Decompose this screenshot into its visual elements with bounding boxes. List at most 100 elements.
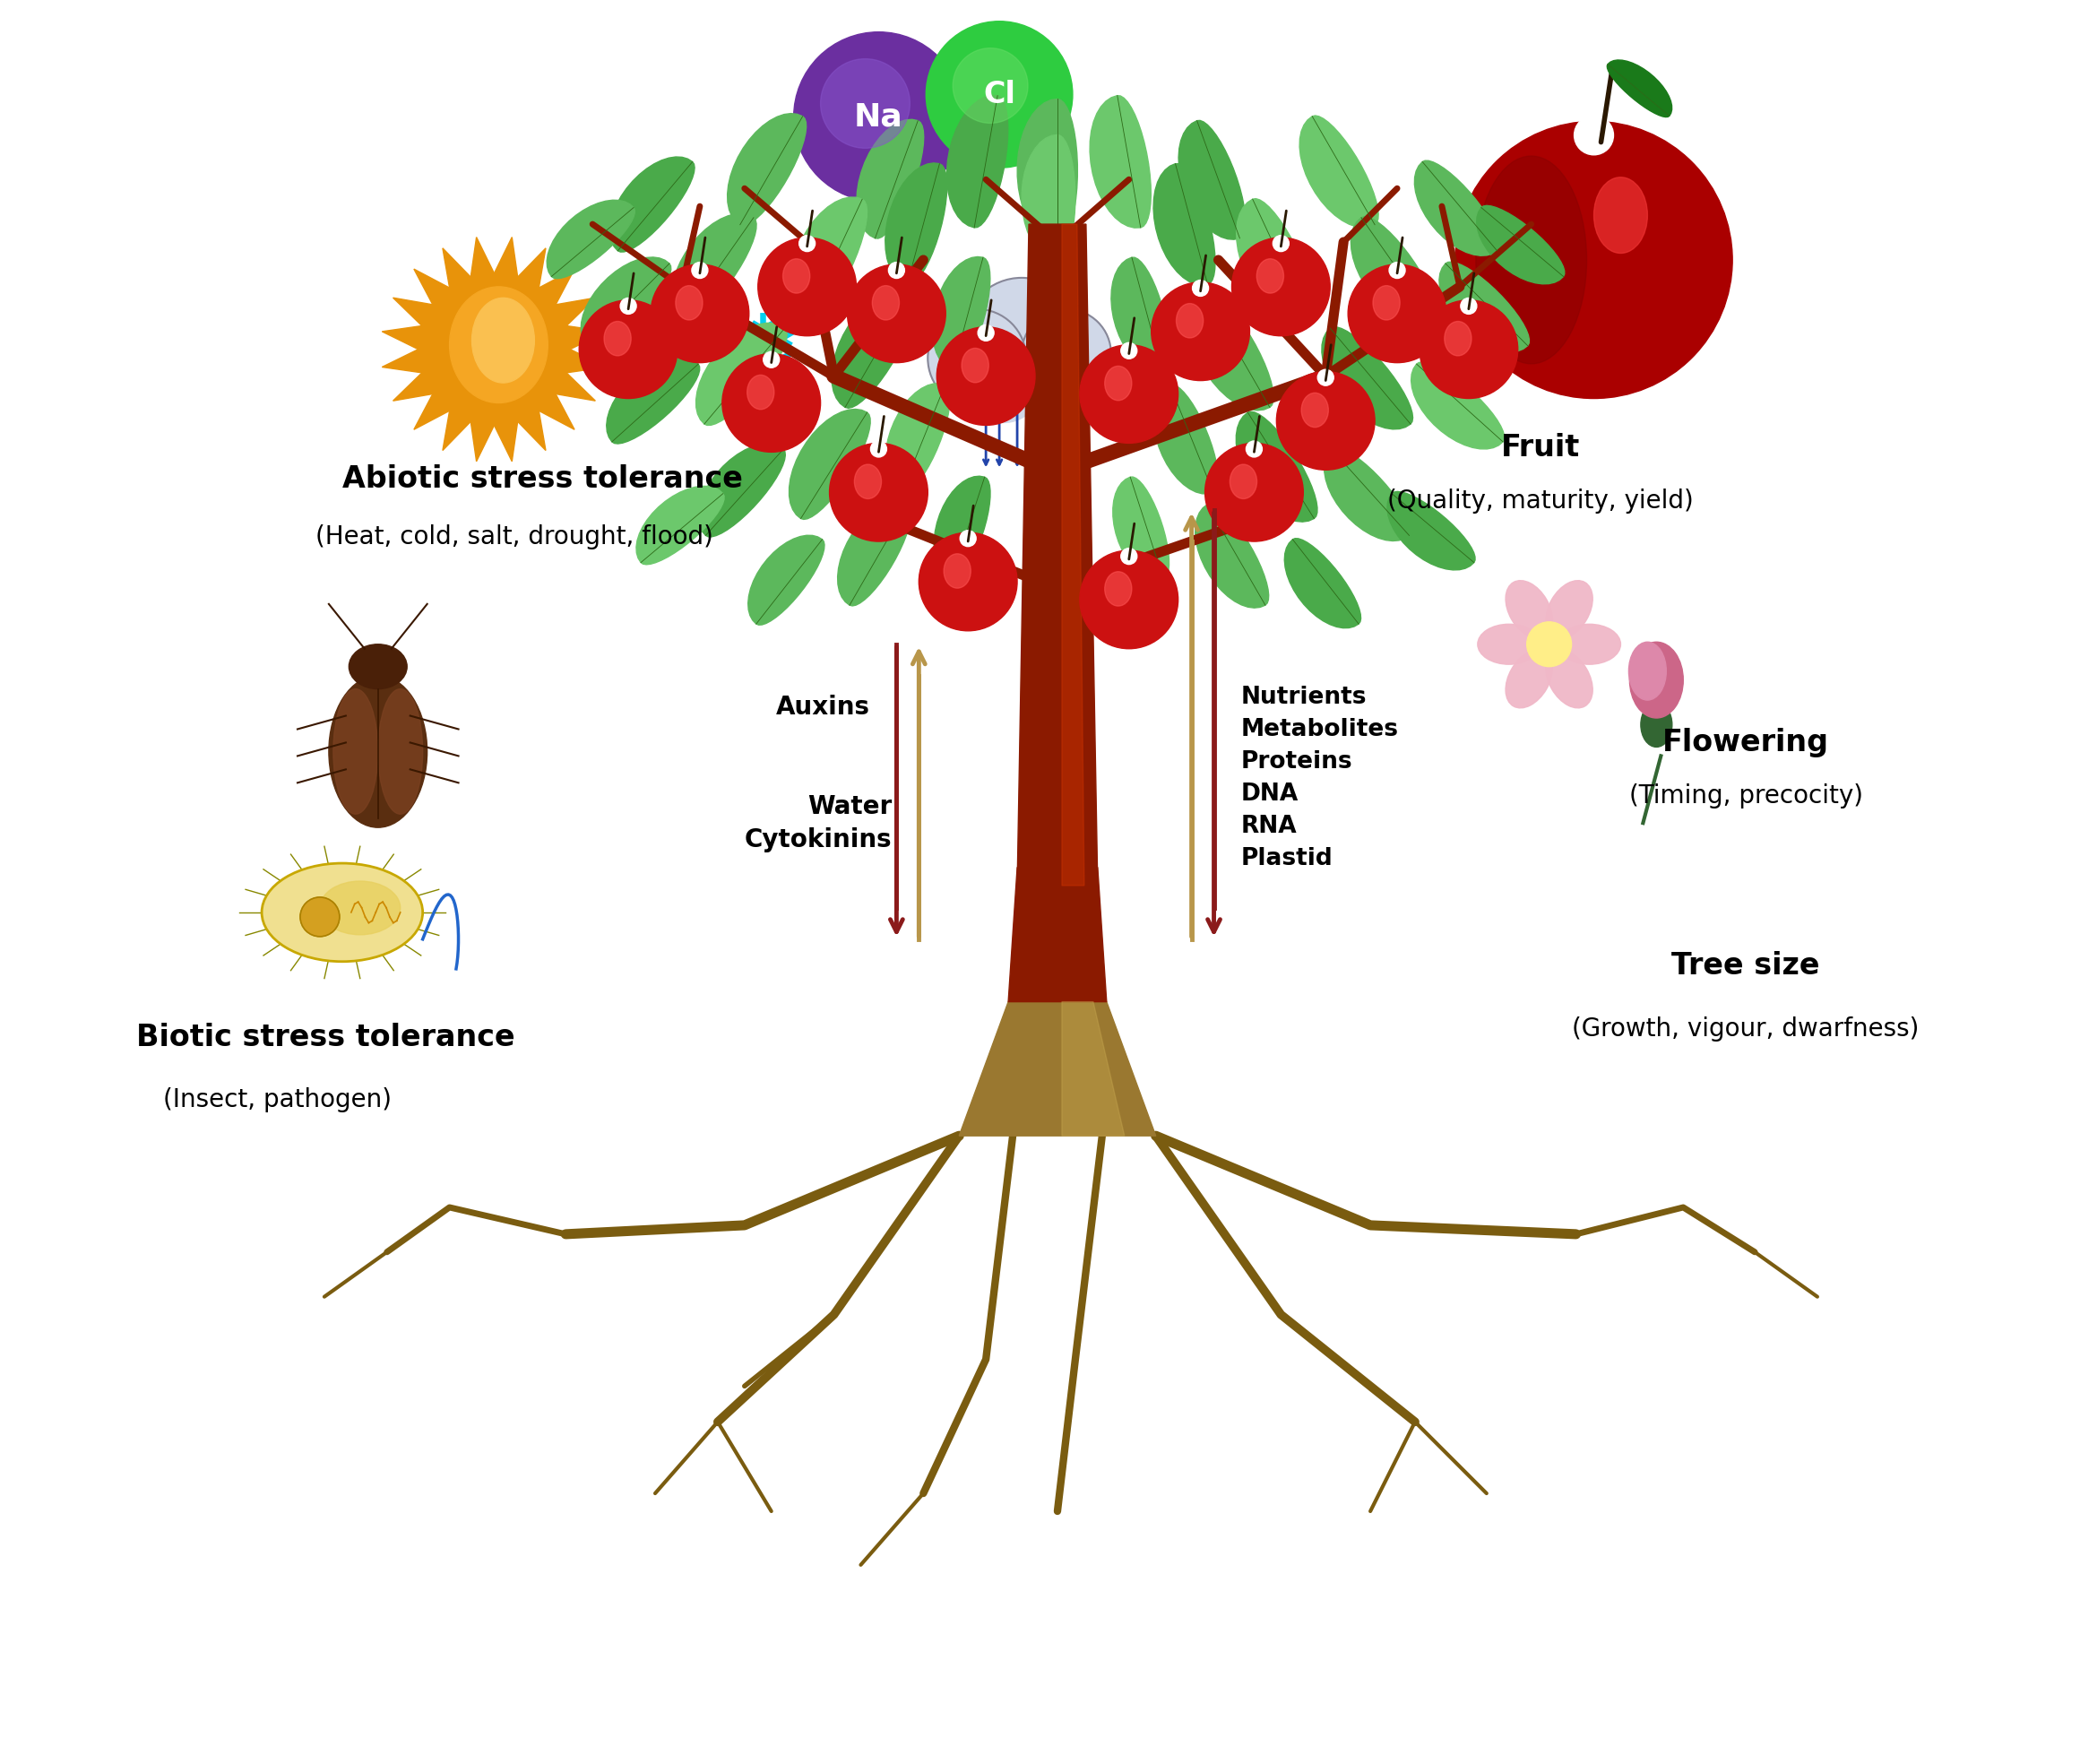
Text: (Quality, maturity, yield): (Quality, maturity, yield) (1387, 489, 1693, 513)
Circle shape (978, 325, 994, 340)
Circle shape (953, 48, 1028, 123)
Polygon shape (1111, 258, 1169, 370)
Text: Auxins: Auxins (776, 695, 869, 720)
Circle shape (963, 277, 1080, 393)
Circle shape (1273, 235, 1290, 252)
Circle shape (1021, 309, 1111, 399)
Text: Na: Na (855, 102, 903, 132)
Ellipse shape (1558, 624, 1620, 665)
Text: Abiotic stress tolerance: Abiotic stress tolerance (343, 464, 743, 494)
Ellipse shape (349, 644, 408, 690)
Polygon shape (609, 157, 695, 252)
Polygon shape (1190, 291, 1273, 411)
Ellipse shape (1477, 624, 1539, 665)
Circle shape (1192, 280, 1208, 296)
Polygon shape (393, 298, 433, 326)
Ellipse shape (1373, 286, 1400, 319)
Polygon shape (470, 236, 495, 277)
Polygon shape (1321, 326, 1412, 429)
Polygon shape (1154, 164, 1215, 286)
Circle shape (1348, 265, 1446, 363)
Text: Nutrients
Metabolites
Proteins
DNA
RNA
Plastid: Nutrients Metabolites Proteins DNA RNA P… (1240, 686, 1398, 871)
Polygon shape (1300, 116, 1379, 228)
Polygon shape (1009, 868, 1107, 1002)
Polygon shape (607, 356, 699, 445)
Polygon shape (539, 393, 574, 430)
Ellipse shape (1629, 642, 1666, 700)
Circle shape (961, 531, 976, 547)
Polygon shape (547, 199, 634, 279)
Ellipse shape (872, 286, 899, 319)
Ellipse shape (1506, 651, 1552, 707)
Polygon shape (728, 113, 807, 226)
Polygon shape (1090, 95, 1150, 228)
Ellipse shape (747, 376, 774, 409)
Circle shape (799, 235, 815, 252)
Polygon shape (580, 258, 672, 348)
Text: Flowering: Flowering (1662, 729, 1828, 757)
Ellipse shape (262, 863, 422, 961)
Circle shape (936, 326, 1036, 425)
Text: (Timing, precocity): (Timing, precocity) (1629, 783, 1864, 808)
Polygon shape (1608, 60, 1672, 116)
Circle shape (300, 898, 339, 937)
Polygon shape (1285, 538, 1360, 628)
Polygon shape (959, 1002, 1156, 1136)
Circle shape (757, 238, 857, 335)
Polygon shape (555, 298, 595, 326)
Circle shape (1460, 298, 1477, 314)
Circle shape (1419, 300, 1518, 399)
Polygon shape (555, 372, 595, 400)
Ellipse shape (1593, 176, 1647, 254)
Text: Cl: Cl (984, 79, 1015, 109)
Text: (Insect, pathogen): (Insect, pathogen) (164, 1088, 391, 1113)
Polygon shape (886, 383, 951, 492)
Polygon shape (1021, 134, 1075, 259)
Circle shape (1080, 550, 1177, 649)
Polygon shape (383, 349, 422, 372)
Ellipse shape (1506, 580, 1552, 639)
Circle shape (1121, 549, 1138, 564)
Circle shape (872, 441, 886, 457)
Polygon shape (672, 213, 757, 321)
Polygon shape (1113, 476, 1169, 580)
Polygon shape (699, 445, 786, 536)
Circle shape (795, 32, 963, 201)
Ellipse shape (379, 690, 422, 813)
Polygon shape (414, 270, 449, 305)
Polygon shape (443, 411, 470, 450)
Ellipse shape (1444, 321, 1471, 356)
Polygon shape (946, 95, 1009, 228)
Polygon shape (566, 326, 607, 349)
Polygon shape (1236, 411, 1317, 522)
Polygon shape (1063, 1002, 1125, 1136)
Circle shape (926, 21, 1073, 168)
Polygon shape (495, 422, 518, 462)
Polygon shape (636, 487, 724, 564)
Circle shape (651, 265, 749, 363)
Circle shape (1389, 263, 1406, 279)
Circle shape (722, 355, 820, 452)
Circle shape (1575, 116, 1614, 155)
Ellipse shape (1175, 303, 1202, 339)
Polygon shape (1154, 385, 1219, 494)
Circle shape (919, 533, 1017, 632)
Circle shape (1080, 344, 1177, 443)
Polygon shape (1017, 224, 1098, 886)
Polygon shape (1414, 161, 1500, 256)
Polygon shape (1236, 199, 1315, 323)
Polygon shape (1063, 224, 1084, 886)
Ellipse shape (1302, 393, 1329, 427)
Ellipse shape (944, 554, 971, 587)
Polygon shape (1439, 261, 1529, 353)
Circle shape (1231, 238, 1329, 335)
Polygon shape (1017, 99, 1077, 242)
Ellipse shape (472, 298, 535, 383)
Text: Fruit: Fruit (1500, 432, 1579, 462)
Ellipse shape (1229, 464, 1256, 499)
Polygon shape (886, 162, 946, 284)
Polygon shape (383, 326, 422, 349)
Polygon shape (470, 422, 495, 462)
Ellipse shape (1629, 642, 1683, 718)
Polygon shape (539, 270, 574, 305)
